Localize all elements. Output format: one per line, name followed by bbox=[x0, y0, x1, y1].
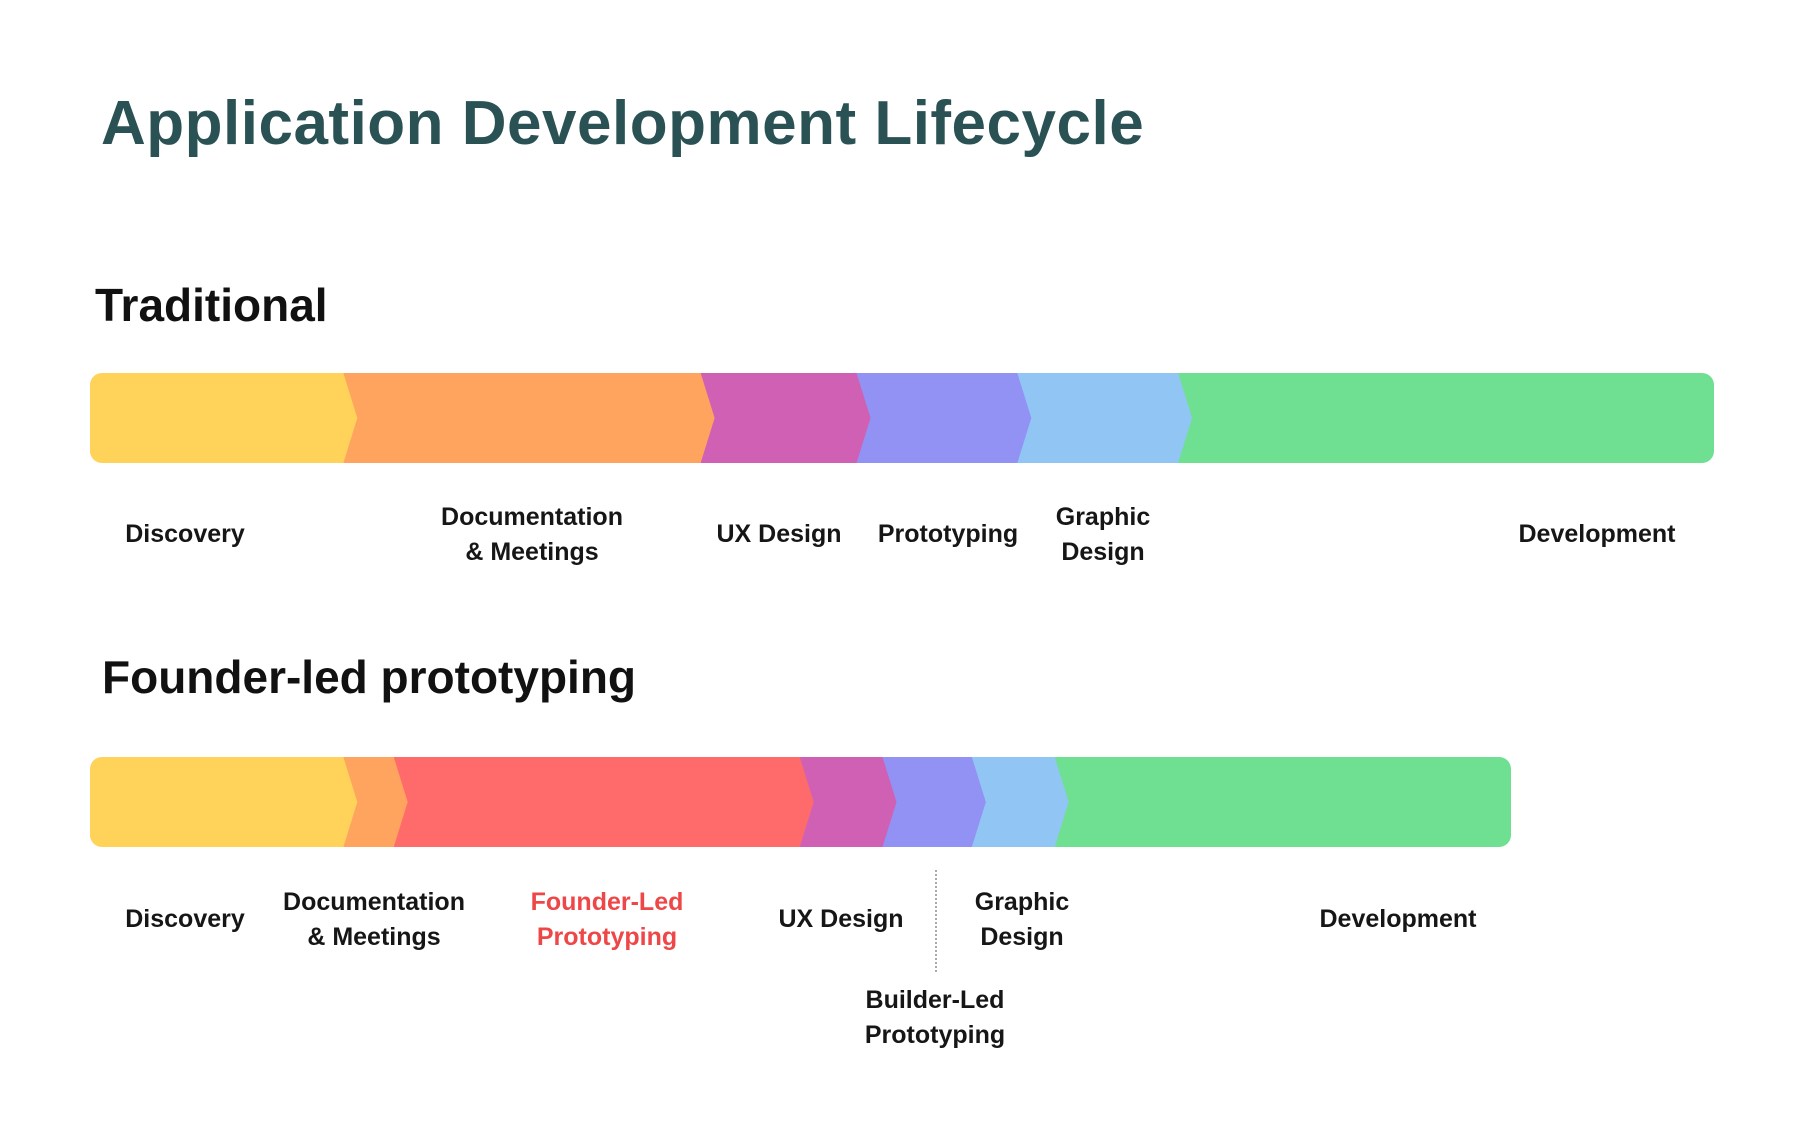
label-development: Development bbox=[1319, 905, 1477, 933]
founder-led-timeline-bar bbox=[90, 757, 1511, 847]
label-discovery: Discovery bbox=[125, 905, 245, 933]
segment-ux-design bbox=[700, 373, 871, 463]
label-prototyping: Prototyping bbox=[877, 520, 1019, 548]
label-builder-led-prototyping: Builder-Led Prototyping bbox=[864, 986, 1006, 1049]
section-title-traditional: Traditional bbox=[95, 279, 328, 331]
segment-discovery bbox=[90, 757, 358, 847]
label-documentation-meetings: Documentation & Meetings bbox=[283, 888, 465, 951]
section-title-founder-led: Founder-led prototyping bbox=[102, 651, 637, 703]
label-development: Development bbox=[1518, 520, 1676, 548]
page-title: Application Development Lifecycle bbox=[101, 89, 1145, 158]
segment-documentation-meetings bbox=[343, 373, 715, 463]
label-graphic-design: Graphic Design bbox=[974, 888, 1070, 951]
label-documentation-meetings: Documentation & Meetings bbox=[441, 503, 623, 566]
segment-ux-design bbox=[799, 757, 897, 847]
segment-builder-led-prototyping bbox=[882, 757, 986, 847]
segment-prototyping bbox=[856, 373, 1032, 463]
segment-development bbox=[1054, 757, 1511, 847]
segment-documentation-meetings bbox=[343, 757, 408, 847]
label-ux-design: UX Design bbox=[716, 520, 842, 548]
segment-graphic-design bbox=[1017, 373, 1193, 463]
segment-development bbox=[1178, 373, 1714, 463]
label-graphic-design: Graphic Design bbox=[1055, 503, 1151, 566]
traditional-timeline-bar bbox=[90, 373, 1714, 463]
segment-founder-led-prototyping bbox=[393, 757, 814, 847]
label-ux-design: UX Design bbox=[778, 905, 904, 933]
builder-led-divider-line bbox=[935, 870, 937, 972]
segment-graphic-design bbox=[971, 757, 1069, 847]
label-discovery: Discovery bbox=[125, 520, 245, 548]
label-founder-led-prototyping: Founder-Led Prototyping bbox=[530, 888, 684, 951]
segment-discovery bbox=[90, 373, 358, 463]
